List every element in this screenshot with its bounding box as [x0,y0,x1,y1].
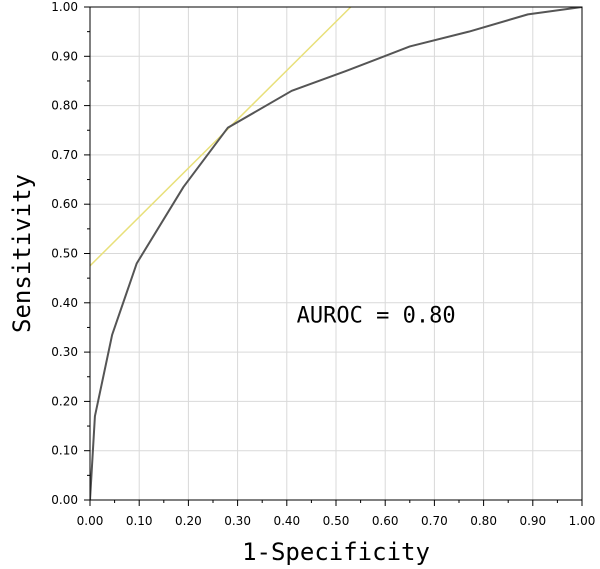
y-tick-label: 1.00 [51,0,78,14]
y-tick-label: 0.60 [51,197,78,211]
y-tick-label: 0.20 [51,394,78,408]
x-axis-title: 1-Specificity [242,538,430,566]
y-tick-label: 0.10 [51,444,78,458]
x-tick-label: 0.80 [470,514,497,528]
y-tick-label: 0.30 [51,345,78,359]
x-tick-label: 0.50 [323,514,350,528]
ticks [84,6,583,506]
y-axis-title: Sensitivity [8,174,36,333]
x-tick-label: 0.30 [224,514,251,528]
series-layer [90,7,582,500]
tick-labels: 0.00 0.10 0.20 0.30 0.40 0.50 0.60 0.70 0.80 0.90… [51,0,595,528]
x-tick-label: 0.60 [372,514,399,528]
x-tick-label: 0.00 [77,514,104,528]
y-tick-label: 0.80 [51,99,78,113]
x-tick-label: 0.70 [421,514,448,528]
grid [90,7,582,500]
annotations: AUROC = 0.80 [297,304,456,329]
y-tick-label: 0.00 [51,493,78,507]
auroc-annotation: AUROC = 0.80 [297,304,456,329]
x-tick-label: 0.90 [519,514,546,528]
roc-curve-line [90,7,582,500]
y-tick-label: 0.50 [51,247,78,261]
x-tick-label: 0.20 [175,514,202,528]
y-tick-label: 0.90 [51,49,78,63]
x-tick-label: 0.10 [126,514,153,528]
x-tick-label: 1.00 [569,514,596,528]
x-tick-label: 0.40 [273,514,300,528]
y-tick-label: 0.70 [51,148,78,162]
y-tick-label: 0.40 [51,296,78,310]
